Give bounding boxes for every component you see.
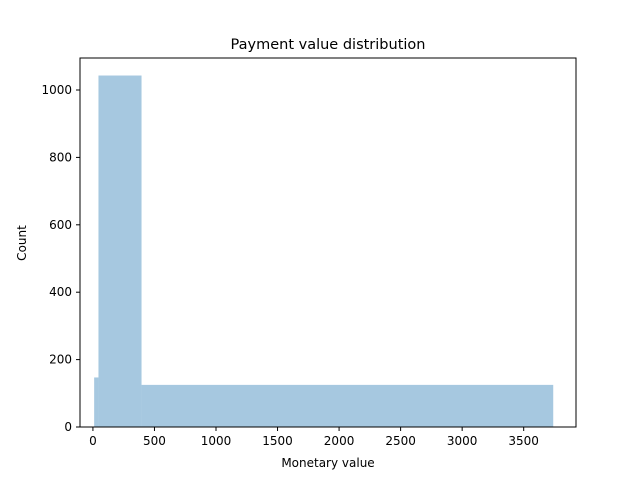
x-axis-ticks: 0 500 1000 1500 2000 2500 3000 3500 — [89, 427, 539, 448]
y-tick-label-5: 1000 — [41, 83, 72, 97]
x-tick-label-1: 500 — [143, 434, 166, 448]
y-axis-label: Count — [15, 225, 29, 261]
y-tick-label-4: 800 — [49, 150, 72, 164]
x-tick-label-4: 2000 — [324, 434, 355, 448]
plot-frame — [79, 57, 577, 428]
histogram-bar-0 — [94, 377, 99, 427]
histogram-bar-1 — [98, 75, 142, 427]
y-tick-label-1: 200 — [49, 353, 72, 367]
x-tick-label-3: 1500 — [262, 434, 293, 448]
x-tick-label-2: 1000 — [201, 434, 232, 448]
y-tick-label-2: 400 — [49, 285, 72, 299]
x-tick-label-0: 0 — [89, 434, 97, 448]
histogram-bars — [94, 75, 554, 427]
x-tick-label-7: 3500 — [508, 434, 539, 448]
x-tick-label-6: 3000 — [447, 434, 478, 448]
y-axis-ticks: 0 200 400 600 800 1000 — [41, 83, 80, 434]
chart-title: Payment value distribution — [231, 37, 426, 53]
x-tick-label-5: 2500 — [385, 434, 416, 448]
y-tick-label-0: 0 — [64, 420, 72, 434]
histogram-bar-2 — [141, 384, 554, 427]
x-axis-label: Monetary value — [281, 456, 374, 470]
y-tick-label-3: 600 — [49, 218, 72, 232]
